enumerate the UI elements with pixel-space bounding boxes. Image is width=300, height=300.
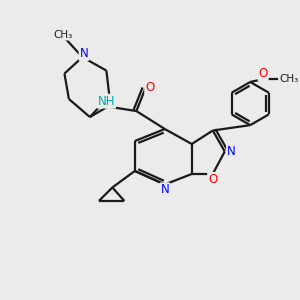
- Text: CH₃: CH₃: [53, 30, 73, 40]
- Text: N: N: [160, 183, 169, 196]
- Text: N: N: [80, 47, 88, 60]
- Text: O: O: [145, 81, 154, 94]
- Text: N: N: [227, 145, 236, 158]
- Text: CH₃: CH₃: [279, 74, 298, 84]
- Text: O: O: [259, 67, 268, 80]
- Text: O: O: [208, 173, 218, 186]
- Text: NH: NH: [98, 95, 115, 108]
